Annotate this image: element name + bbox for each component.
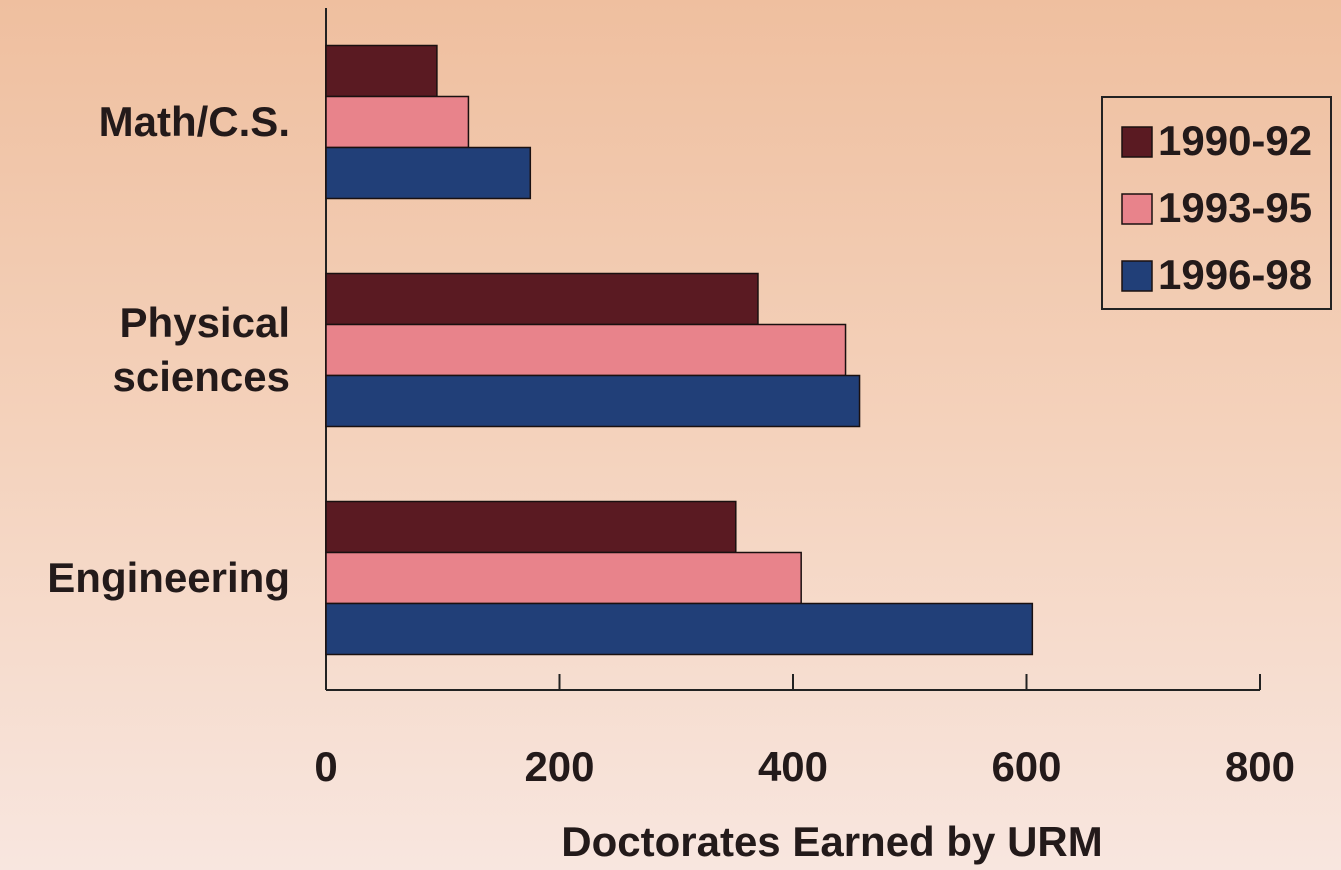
bar [325,374,861,428]
bar [325,146,532,200]
bar [325,323,847,377]
category-label: Physical sciences [112,299,290,400]
bar [325,272,759,326]
bar [325,602,1034,656]
bar [325,500,737,554]
legend-swatch [1121,260,1153,292]
bar [325,551,802,605]
bar [325,95,470,149]
x-tick-label: 200 [524,743,594,790]
legend-label: 1996-98 [1158,251,1312,298]
legend-label: 1993-95 [1158,184,1312,231]
legend-label: 1990-92 [1158,117,1312,164]
legend-swatch [1121,193,1153,225]
legend-swatch [1121,126,1153,158]
x-tick-label: 400 [758,743,828,790]
x-tick-label: 0 [314,743,337,790]
category-label: Math/C.S. [98,98,290,145]
category-label: Engineering [47,554,290,601]
legend-box [1101,96,1332,310]
x-tick-label: 800 [1225,743,1295,790]
bar [325,44,438,98]
x-axis-label: Doctorates Earned by URM [561,818,1102,865]
x-tick-label: 600 [991,743,1061,790]
